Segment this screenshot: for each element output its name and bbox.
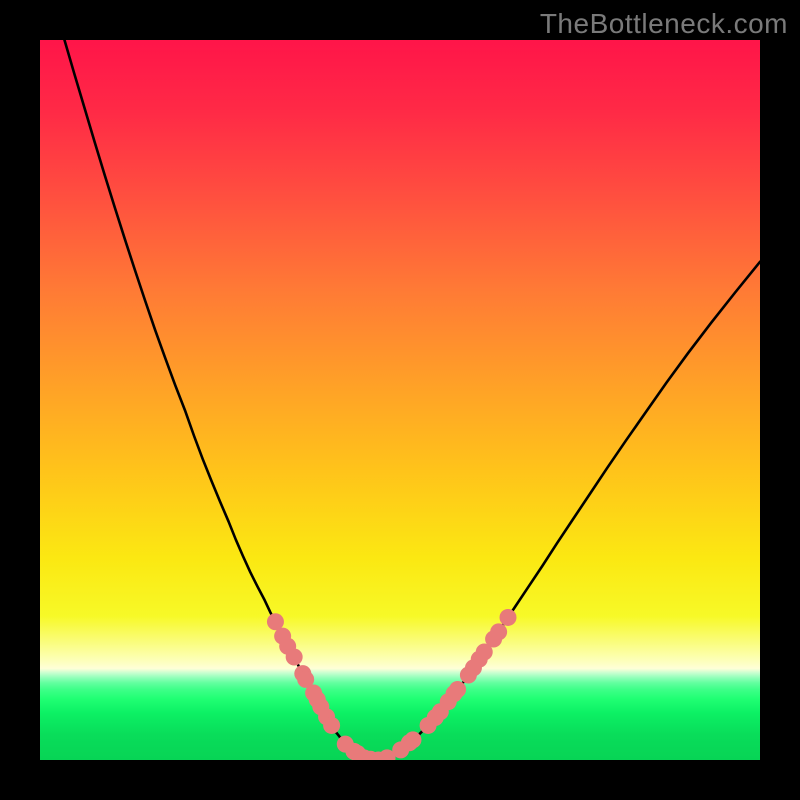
marker-dot <box>490 623 507 640</box>
watermark-text: TheBottleneck.com <box>540 8 788 40</box>
marker-dot <box>286 649 303 666</box>
gradient-background <box>40 40 760 760</box>
marker-dot <box>449 681 466 698</box>
chart-canvas: TheBottleneck.com <box>0 0 800 800</box>
marker-dot <box>404 731 421 748</box>
marker-dot <box>500 609 517 626</box>
marker-dot <box>323 717 340 734</box>
plot-svg <box>40 40 760 760</box>
plot-area <box>40 40 760 760</box>
marker-dot <box>267 613 284 630</box>
